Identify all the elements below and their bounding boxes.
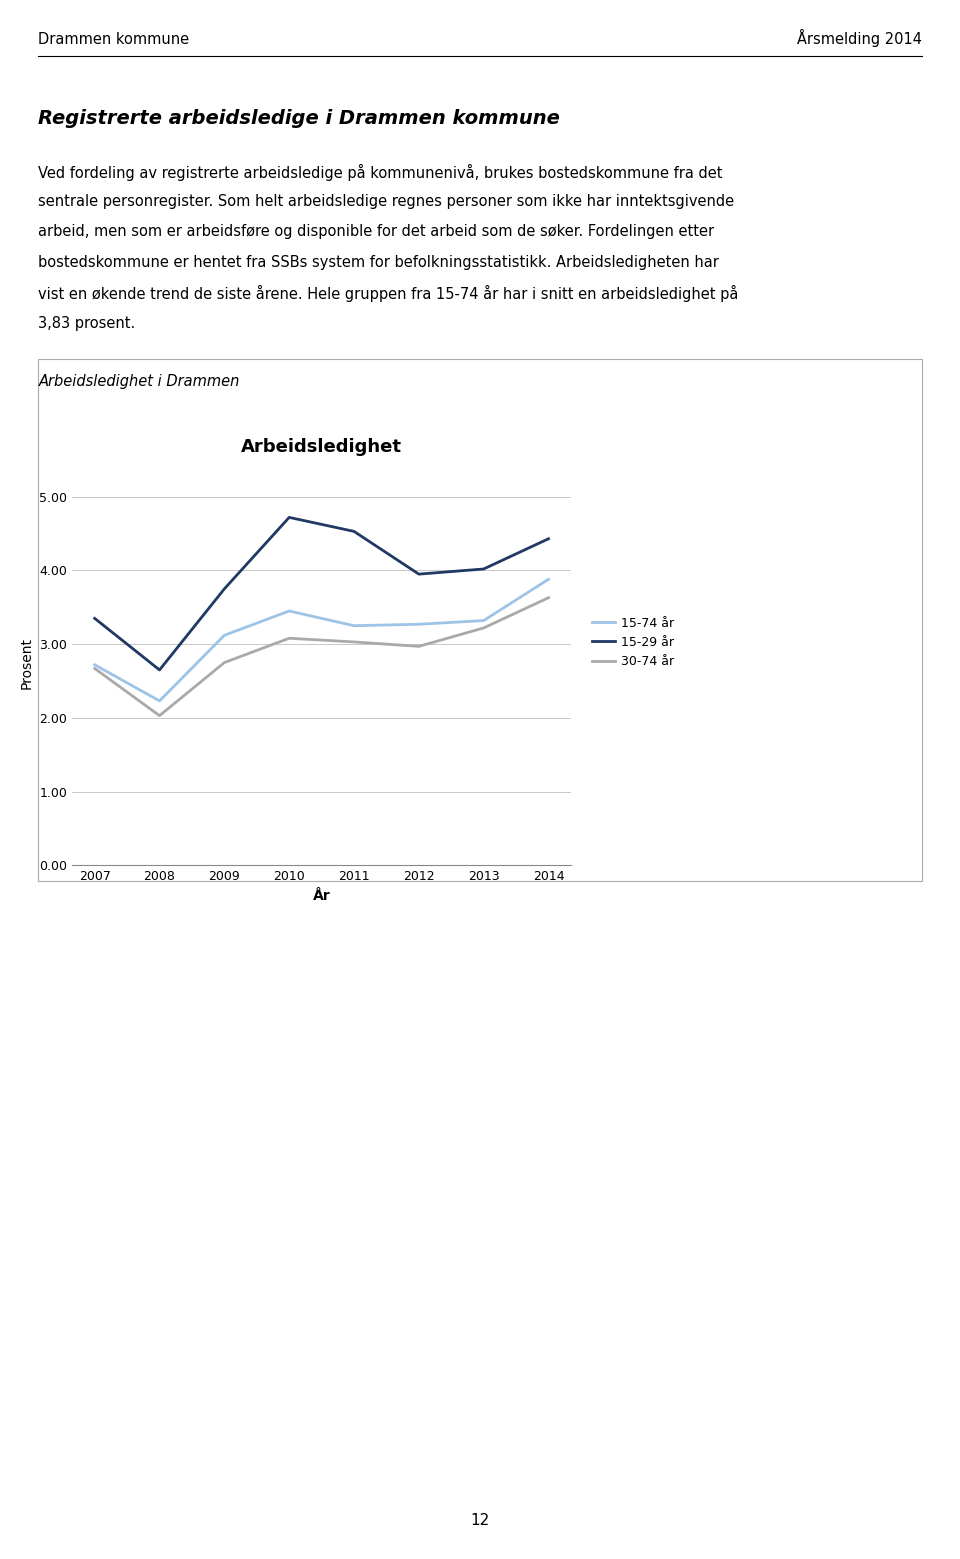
Text: 3,83 prosent.: 3,83 prosent.	[38, 315, 135, 331]
Text: arbeid, men som er arbeidsføre og disponible for det arbeid som de søker. Fordel: arbeid, men som er arbeidsføre og dispon…	[38, 224, 714, 240]
Y-axis label: Prosent: Prosent	[19, 636, 34, 689]
Text: Registrerte arbeidsledige i Drammen kommune: Registrerte arbeidsledige i Drammen komm…	[38, 109, 561, 128]
Text: Årsmelding 2014: Årsmelding 2014	[797, 28, 922, 47]
Text: Arbeidsledighet i Drammen: Arbeidsledighet i Drammen	[38, 374, 240, 390]
Title: Arbeidsledighet: Arbeidsledighet	[241, 438, 402, 455]
Text: 12: 12	[470, 1512, 490, 1528]
X-axis label: År: År	[313, 889, 330, 903]
Text: bostedskommune er hentet fra SSBs system for befolkningsstatistikk. Arbeidsledig: bostedskommune er hentet fra SSBs system…	[38, 256, 719, 270]
Text: Drammen kommune: Drammen kommune	[38, 31, 189, 47]
Text: sentrale personregister. Som helt arbeidsledige regnes personer som ikke har inn: sentrale personregister. Som helt arbeid…	[38, 193, 734, 209]
Text: Ved fordeling av registrerte arbeidsledige på kommunenivå, brukes bostedskommune: Ved fordeling av registrerte arbeidsledi…	[38, 164, 723, 181]
Legend: 15-74 år, 15-29 år, 30-74 år: 15-74 år, 15-29 år, 30-74 år	[588, 611, 680, 673]
Text: vist en økende trend de siste årene. Hele gruppen fra 15-74 år har i snitt en ar: vist en økende trend de siste årene. Hel…	[38, 285, 739, 302]
